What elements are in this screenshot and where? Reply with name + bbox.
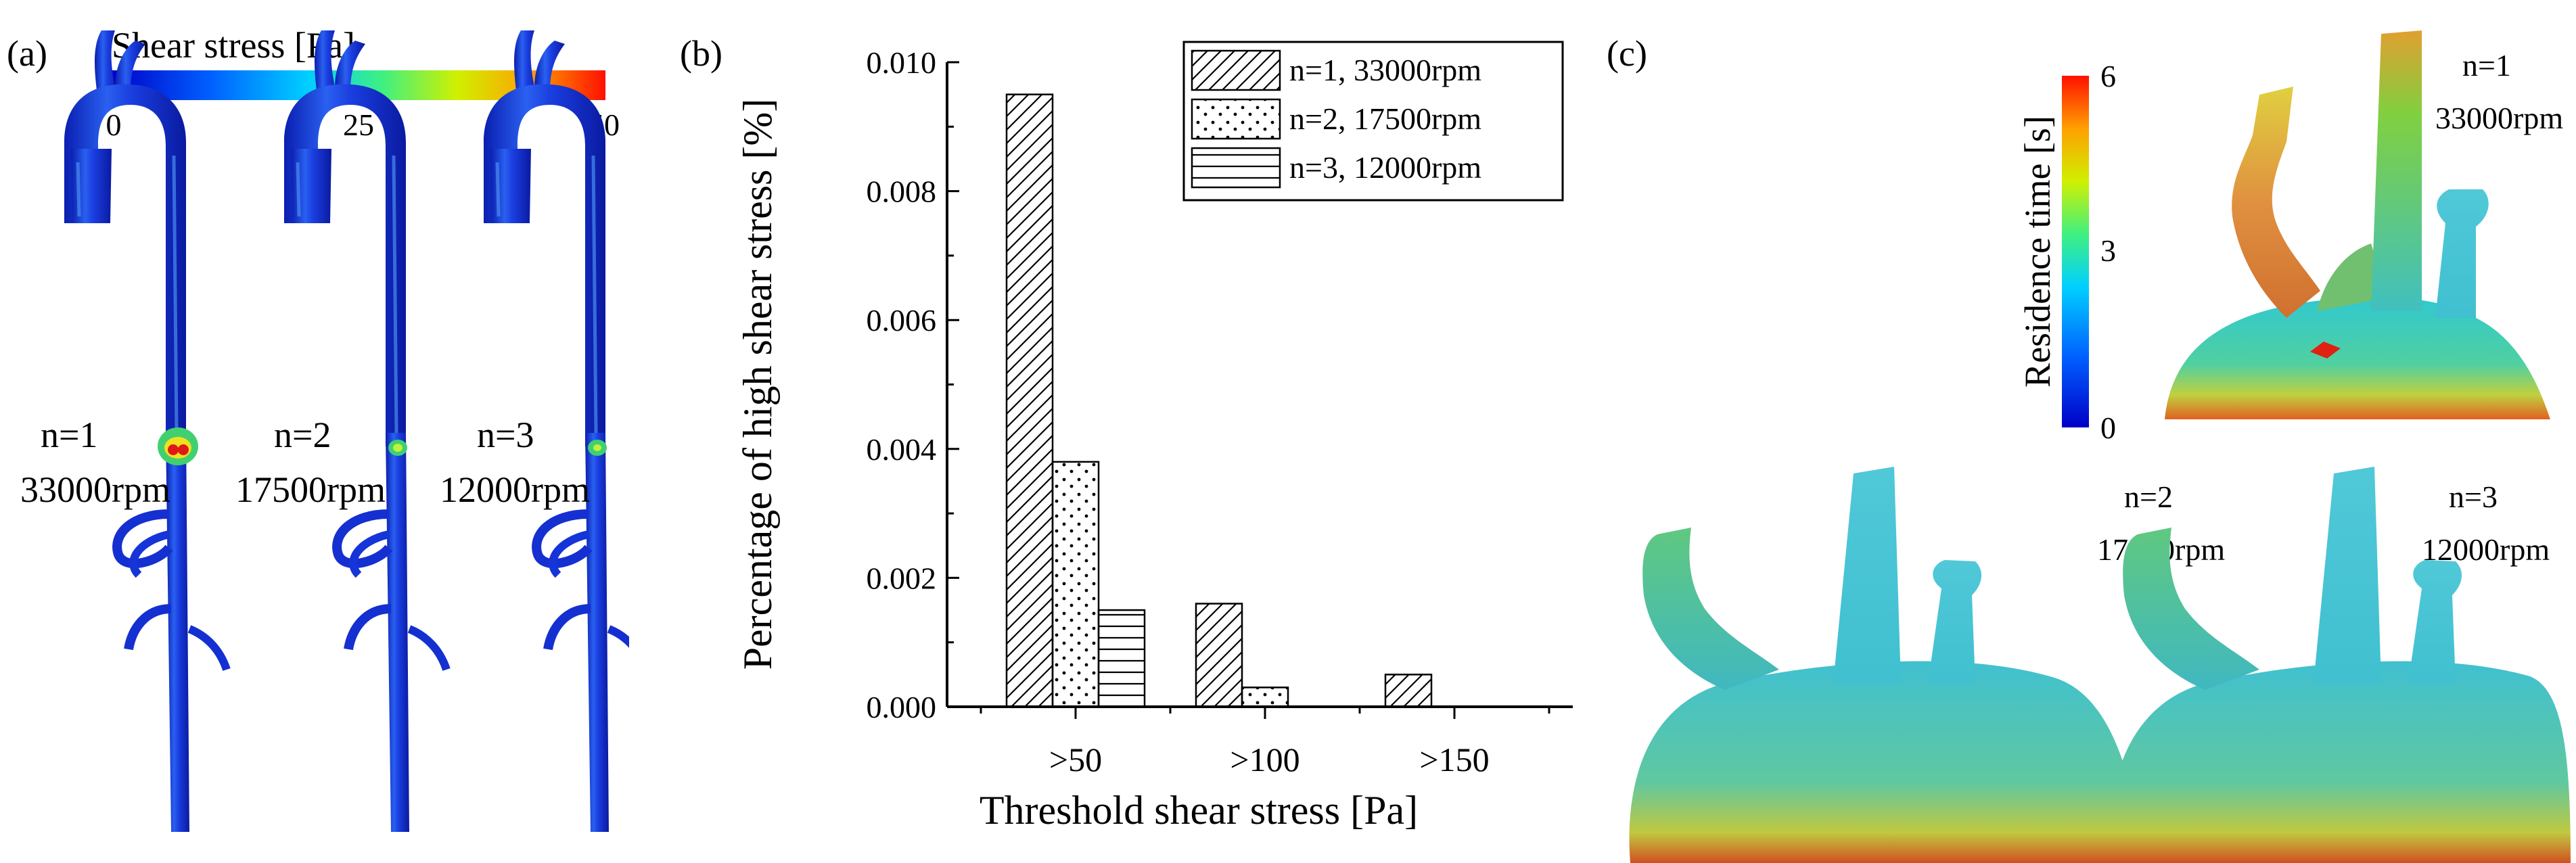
bar-2-gt100 (1241, 686, 1289, 708)
y-tick-label: 0.008 (867, 174, 937, 209)
x-tick-label: >100 (1230, 741, 1300, 778)
y-tick-label: 0.006 (867, 303, 937, 337)
bar-2-gt50 (1051, 461, 1100, 708)
model-a2-n: n=2 (274, 415, 331, 455)
model-c1-rpm: 33000rpm (2435, 101, 2563, 135)
x-tick-label: >150 (1419, 741, 1489, 778)
y-tick-label: 0.004 (867, 432, 937, 467)
residence-tick-0: 0 (2100, 411, 2116, 445)
bar-1-gt50 (1005, 93, 1054, 708)
legend-label-2: n=2, 17500rpm (1289, 101, 1481, 136)
model-a1-rpm: 33000rpm (20, 469, 170, 510)
legend-swatch-2 (1191, 98, 1281, 140)
residence-colorbar (2062, 76, 2089, 427)
legend-label-3: n=3, 12000rpm (1289, 150, 1481, 185)
y-axis-title: Percentage of high shear stress [%] (735, 99, 780, 670)
model-a3-rpm: 12000rpm (440, 469, 590, 510)
model-c2-n: n=2 (2124, 480, 2173, 514)
model-c3-n: n=3 (2449, 480, 2498, 514)
chart-legend: n=1, 33000rpm n=2, 17500rpm n=3, 12000rpm (1182, 41, 1564, 202)
arch-model-n3 (2109, 467, 2571, 863)
panel-b-label: (b) (680, 33, 722, 74)
model-a2-rpm: 17500rpm (235, 469, 386, 510)
bar-1-gt150 (1384, 674, 1433, 708)
shear-tick-25: 25 (343, 108, 374, 142)
bar-chart: 0.000 0.002 0.004 0.006 0.008 0.010 >50 >100 >1… (735, 41, 1573, 833)
arch-model-n2 (1629, 467, 2144, 863)
bar-1-gt100 (1195, 603, 1243, 708)
residence-tick-3: 3 (2100, 233, 2116, 268)
y-tick-label: 0.000 (867, 690, 937, 724)
panel-a-figure: 0 25 50 (0, 0, 629, 863)
bar-3-gt50 (1097, 609, 1146, 708)
shear-colorbar-title: Shear stress [Pa] (112, 25, 355, 66)
model-a1-n: n=1 (41, 415, 98, 455)
aorta-model-n1 (64, 30, 227, 832)
panel-c-label: (c) (1607, 33, 1647, 74)
shear-tick-0: 0 (106, 108, 122, 142)
legend-swatch-1 (1191, 49, 1281, 91)
y-tick-label: 0.002 (867, 561, 937, 595)
panel-c-figure: 6 3 0 Residence time [s] n=1 33000rpm n=… (1629, 30, 2571, 863)
legend-label-1: n=1, 33000rpm (1289, 53, 1481, 87)
x-tick-label: >50 (1049, 741, 1102, 778)
panel-a-label: (a) (7, 33, 47, 74)
legend-swatch-3 (1191, 147, 1281, 189)
aorta-model-n2 (284, 30, 446, 832)
x-axis-title: Threshold shear stress [Pa] (980, 788, 1418, 833)
y-tick-label: 0.010 (867, 45, 937, 80)
residence-tick-6: 6 (2100, 59, 2116, 93)
model-c1-n: n=1 (2462, 48, 2511, 83)
arch-model-n1 (2165, 30, 2550, 419)
model-c3-rpm: 12000rpm (2422, 532, 2550, 567)
aorta-model-n3 (484, 30, 629, 832)
residence-colorbar-title: Residence time [s] (2017, 116, 2058, 388)
model-a3-n: n=3 (477, 415, 534, 455)
